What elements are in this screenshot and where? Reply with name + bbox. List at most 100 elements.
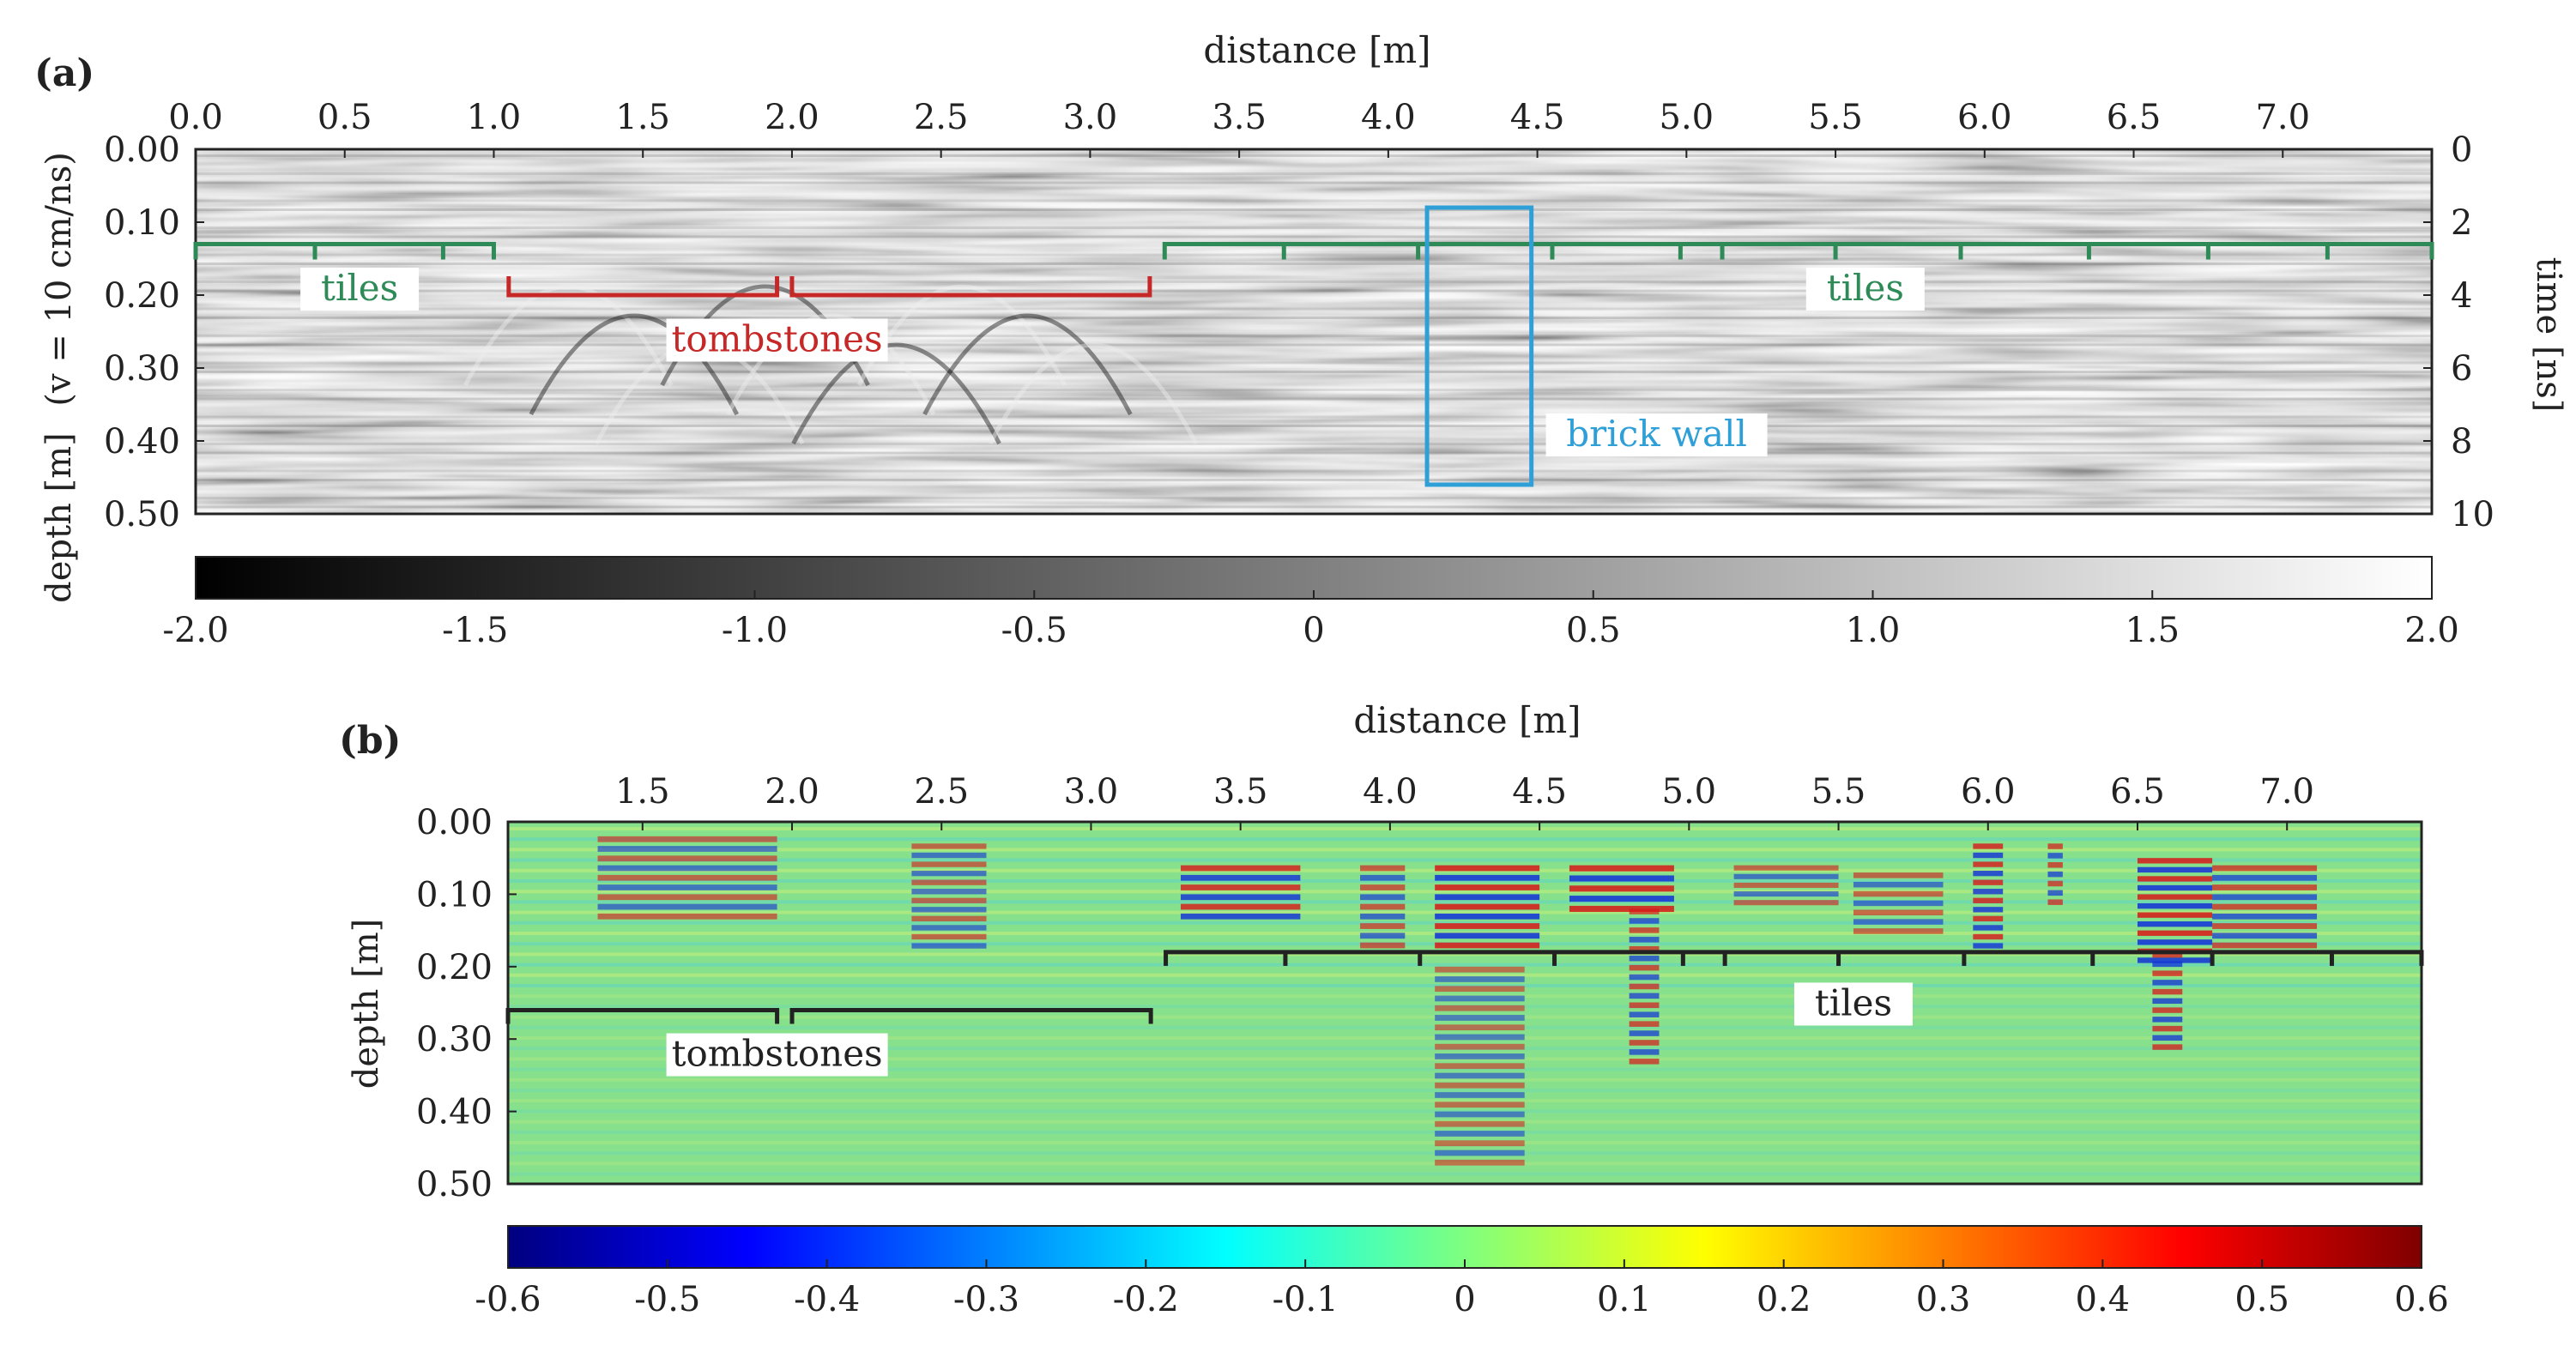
reflection-band (196, 371, 2432, 373)
y-tick-label: 0.50 (416, 1165, 493, 1204)
panel-b-colorbar-ticks: -0.6 -0.5 -0.4 -0.3 -0.2 -0.1 0 0.1 0.2 0.3 0.4 0.5… (475, 1259, 2449, 1319)
reflection-anomaly (1435, 1024, 1525, 1031)
y-tick-label: 0.30 (416, 1020, 493, 1059)
reflection-anomaly (2212, 913, 2318, 920)
reflection-anomaly (2047, 890, 2063, 896)
reflection-anomaly (1973, 943, 2004, 949)
reflection-anomaly (1629, 974, 1660, 981)
reflection-anomaly (1973, 889, 2004, 895)
reflection-anomaly (1435, 1140, 1525, 1147)
y-tick-label: 0.10 (416, 875, 493, 914)
section-stripe (508, 837, 2422, 842)
reflection-anomaly (1973, 897, 2004, 903)
section-stripe (508, 1077, 2422, 1082)
reflection-anomaly (1629, 908, 1660, 914)
reflection-anomaly (2047, 899, 2063, 905)
reflection-anomaly (597, 865, 777, 872)
reflection-anomaly (1435, 865, 1540, 872)
reflection-anomaly (1435, 1063, 1525, 1070)
diffraction-hyperbola (791, 342, 1001, 445)
panel-b: (b) distance [m] depth [m] 1.5 2.0 2.5 3.0 3… (339, 699, 2449, 1319)
reflection-anomaly (2152, 1035, 2183, 1041)
section-stripe (508, 973, 2422, 977)
reflection-band (196, 181, 2432, 184)
diffraction-hyperbola (988, 342, 1199, 445)
reflection-band (196, 190, 2432, 193)
x-tick-label: 3.0 (1064, 772, 1119, 812)
colorbar-tick-label: 0 (1303, 611, 1324, 650)
reflection-anomaly (2152, 951, 2183, 958)
reflection-anomaly (1435, 894, 1540, 901)
reflection-band (196, 172, 2432, 175)
panel-a-y-title: depth [m] (v = 10 cm/ns) (39, 152, 79, 603)
reflection-anomaly (911, 889, 987, 895)
y-tick-label: 0.10 (104, 203, 180, 243)
annotation-bg (666, 1033, 888, 1077)
reflection-band (196, 443, 2432, 445)
panel-b-xlabel: distance [m] (1353, 699, 1581, 741)
annotation-bg (1545, 413, 1768, 456)
x-tick-label: 6.5 (2110, 772, 2165, 812)
reflection-anomaly (597, 836, 777, 842)
reflection-anomaly (2152, 988, 2183, 995)
reflection-anomaly (911, 897, 987, 903)
reflection-anomaly (1435, 1015, 1525, 1021)
panel-a-overlays: tiles tiles tombstones brick wall (193, 205, 2434, 487)
panel-b-frame (506, 820, 2423, 1186)
annotation-label: brick wall (1566, 413, 1747, 455)
reflection-anomaly (911, 915, 987, 922)
y-tick-label: 0.50 (104, 495, 180, 534)
colorbar-tick-label: -0.2 (1113, 1280, 1179, 1319)
y-tick-label: 0.30 (104, 349, 180, 389)
x-tick-label: 6.0 (1961, 772, 2016, 812)
diffraction-hyperbola (529, 313, 739, 416)
reflection-anomaly (1569, 885, 1674, 892)
section-stripe (508, 827, 2422, 830)
reflection-anomaly (597, 884, 777, 890)
reflection-anomaly (2137, 902, 2213, 909)
reflection-anomaly (1435, 1111, 1525, 1118)
x-tick-label: 7.0 (2259, 772, 2314, 812)
section-stripe (508, 1172, 2422, 1176)
reflection-anomaly (2137, 939, 2213, 945)
reflection-band (196, 461, 2432, 463)
x-tick-label: 4.0 (1361, 98, 1416, 137)
reflection-anomaly (597, 903, 777, 910)
x-tick-label: 4.5 (1512, 772, 1567, 812)
x-tick-label: 3.0 (1063, 98, 1118, 137)
feature-bracket (1164, 950, 2424, 966)
reflection-anomaly (1629, 1059, 1660, 1065)
svg-text:depth [m] (v = 10 cm/n: depth [m] (v = 10 cm/ns) (39, 152, 79, 603)
y2-tick-label: 8 (2451, 422, 2472, 462)
panel-b-overlays: tombstones tiles (505, 950, 2424, 1077)
reflection-band (196, 217, 2432, 220)
reflection-anomaly (1853, 900, 1944, 907)
y-tick-label: 0.00 (416, 803, 493, 842)
reflection-anomaly (1629, 955, 1660, 962)
reflection-anomaly (2137, 876, 2213, 882)
section-stripe (508, 1089, 2422, 1092)
reflection-anomaly (597, 846, 777, 852)
reflection-anomaly (1973, 870, 2004, 877)
reflection-anomaly (1435, 903, 1540, 910)
reflection-anomaly (1180, 913, 1301, 920)
panel-a-x-ticks: 0.0 0.5 1.0 1.5 2.0 2.5 3.0 3.5 4.0 4.5 5.0 5.5 6.0 6… (168, 98, 2310, 158)
reflection-anomaly (1853, 909, 1944, 915)
x-tick-label: 6.0 (1957, 98, 2012, 137)
reflection-anomaly (1569, 896, 1674, 902)
section-stripe (508, 963, 2422, 967)
reflection-band (196, 208, 2432, 211)
reflection-anomaly (2152, 961, 2183, 968)
reflection-anomaly (2137, 912, 2213, 918)
colorbar-tick-label: 0.4 (2076, 1280, 2131, 1319)
reflection-anomaly (597, 874, 777, 881)
reflection-anomaly (1180, 894, 1301, 901)
x-tick-label: 5.5 (1808, 98, 1863, 137)
x-tick-label: 0.5 (317, 98, 372, 137)
reflection-band (196, 451, 2432, 455)
y2-tick-label: 0 (2451, 130, 2472, 170)
panel-a-reflection-bands (196, 154, 2432, 509)
reflection-anomaly (911, 933, 987, 940)
annotation-bg (1793, 982, 1913, 1026)
reflection-band (196, 425, 2432, 427)
